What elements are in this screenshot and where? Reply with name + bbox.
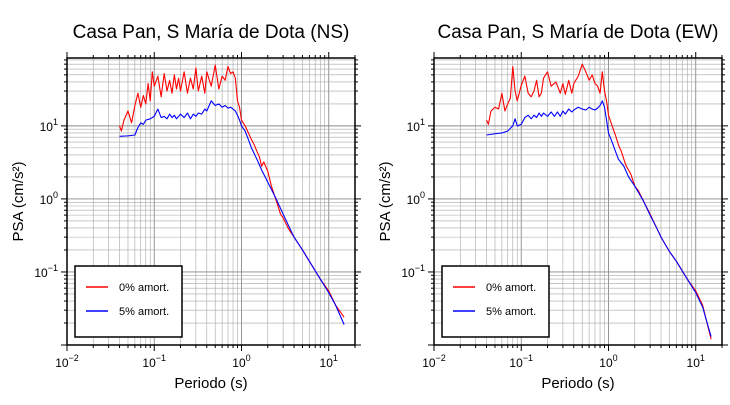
x-tick-label: 100 (232, 353, 250, 370)
x-tick-label: 10−1 (509, 353, 533, 370)
legend: 0% amort. 5% amort. (74, 265, 183, 338)
plot-frame (433, 57, 723, 346)
legend-label: 0% amort. (486, 282, 536, 294)
legend-box (74, 265, 183, 338)
y-tick-label: 100 (40, 190, 58, 207)
x-tick-label: 10−2 (422, 353, 446, 370)
legend-box (441, 265, 550, 338)
y-axis-label: PSA (cm/s²) (10, 161, 27, 241)
series-line-damped (119, 100, 345, 325)
legend-label: 5% amort. (119, 306, 169, 318)
y-tick-label: 10−1 (401, 263, 425, 280)
x-tick-label: 10−1 (142, 353, 166, 370)
chart-panel-2: 10−2 10−1 100 101 10−1 100 101 Casa Pan, S Marí… (377, 22, 728, 392)
chart-title: Casa Pan, S María de Dota (EW) (438, 22, 719, 43)
y-tick-label: 101 (40, 117, 58, 134)
x-tick-label: 10−2 (55, 353, 79, 370)
y-tick-label: 100 (407, 190, 425, 207)
chart-panel-1: 10−2 10−1 100 101 10−1 100 101 Casa Pan, S Marí… (10, 22, 361, 392)
chart-title: Casa Pan, S María de Dota (NS) (73, 22, 350, 43)
plot-frame (66, 57, 356, 346)
x-tick-label: 101 (687, 353, 705, 370)
x-tick-label: 101 (320, 353, 338, 370)
legend-label: 5% amort. (486, 306, 536, 318)
y-tick-label: 10−1 (34, 263, 58, 280)
series-line-undamped (119, 64, 345, 318)
y-axis-label: PSA (cm/s²) (377, 161, 394, 241)
x-axis-label: Periodo (s) (174, 375, 247, 392)
legend-label: 0% amort. (119, 282, 169, 294)
legend: 0% amort. 5% amort. (441, 265, 550, 338)
x-axis-label: Periodo (s) (541, 375, 614, 392)
series-line-undamped (486, 63, 712, 340)
y-tick-label: 101 (407, 117, 425, 134)
series-line-damped (486, 100, 712, 337)
x-tick-label: 100 (599, 353, 617, 370)
